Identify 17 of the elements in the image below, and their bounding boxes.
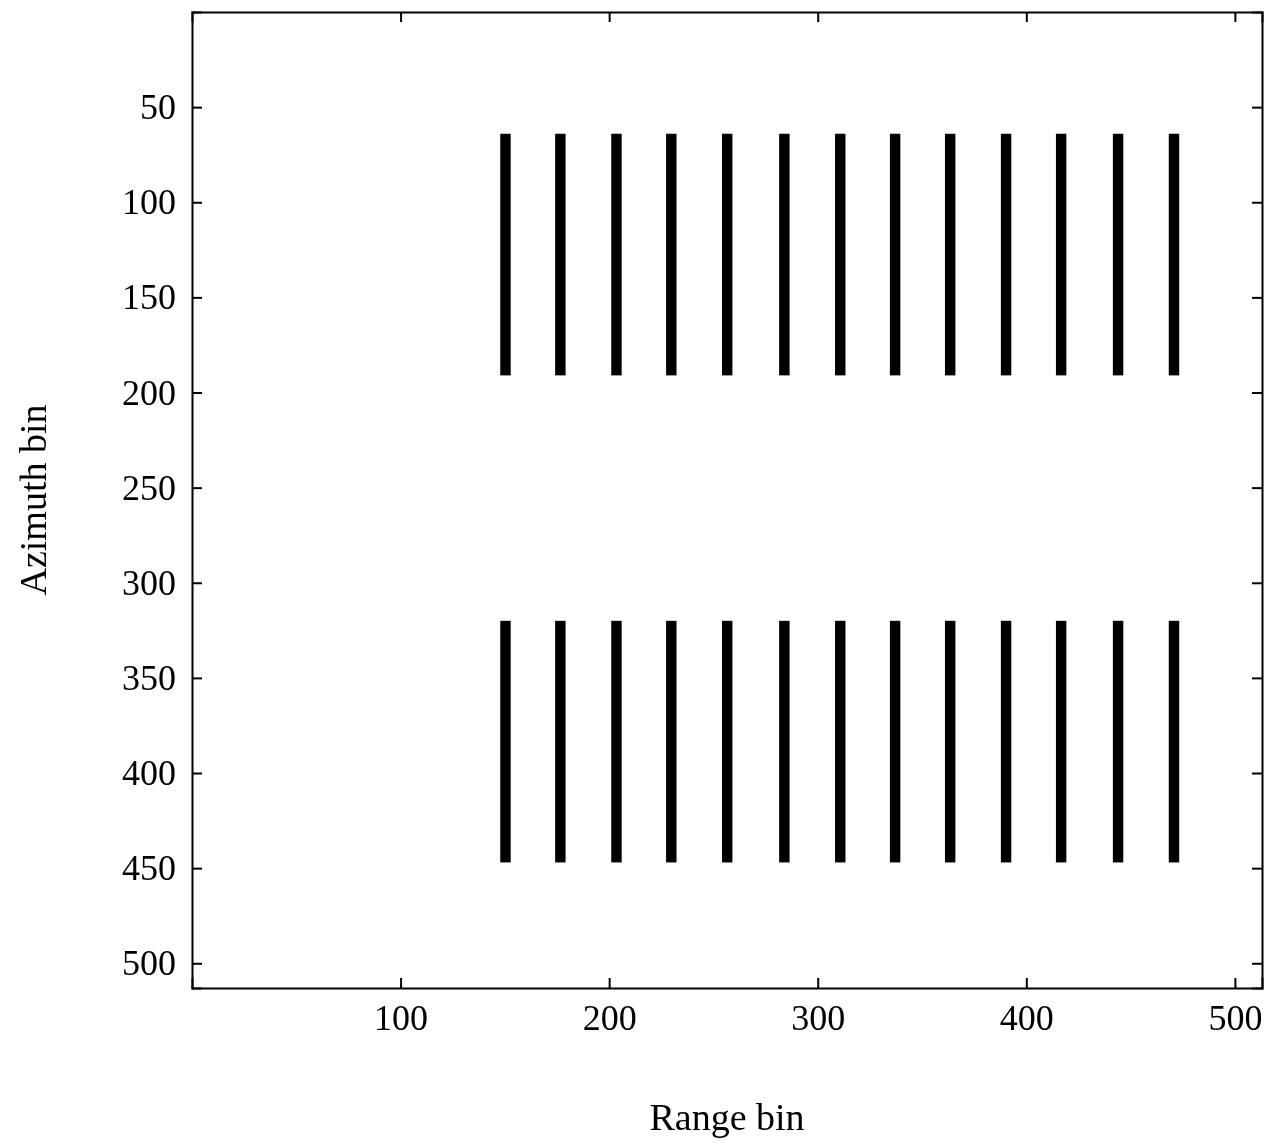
y-tick-label: 200 bbox=[122, 372, 176, 413]
x-tick-label: 500 bbox=[1208, 997, 1263, 1038]
y-tick-label: 350 bbox=[122, 657, 176, 698]
x-tick-label: 100 bbox=[374, 997, 429, 1038]
x-tick-label: 300 bbox=[791, 997, 846, 1038]
y-axis-title: Azimuth bin bbox=[12, 404, 54, 596]
x-tick-label: 400 bbox=[999, 997, 1054, 1038]
x-tick-label: 200 bbox=[582, 997, 637, 1038]
y-tick-label: 400 bbox=[122, 753, 176, 794]
y-tick-label: 450 bbox=[122, 848, 176, 889]
y-tick-label: 300 bbox=[122, 562, 176, 603]
y-tick-label: 50 bbox=[140, 87, 176, 128]
y-tick-label: 250 bbox=[122, 467, 176, 508]
y-tick-label: 150 bbox=[122, 277, 176, 318]
x-axis-title: Range bin bbox=[649, 1096, 805, 1138]
y-tick-label: 100 bbox=[122, 182, 176, 223]
y-tick-label: 500 bbox=[122, 943, 176, 984]
